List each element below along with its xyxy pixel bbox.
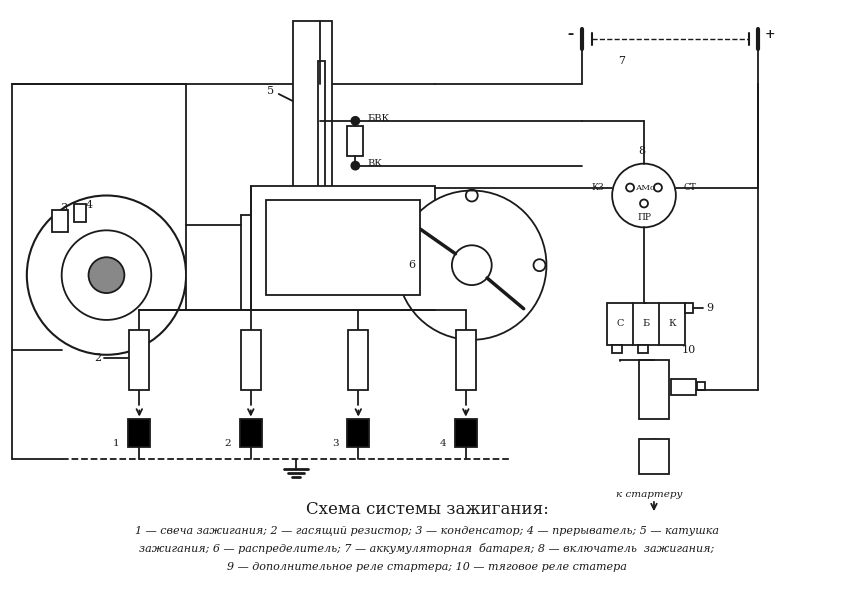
Text: +: + [764, 27, 775, 41]
Bar [670, 379, 695, 395]
Bar [347, 126, 363, 156]
Text: КЗ: КЗ [591, 183, 603, 192]
Bar [455, 420, 476, 447]
Text: 7: 7 [618, 56, 625, 66]
Bar [606, 303, 684, 345]
Bar [52, 210, 67, 232]
Text: зажигания; 6 — распределитель; 7 — аккумуляторная  батарея; 8 — включатель  зажи: зажигания; 6 — распределитель; 7 — аккум… [139, 543, 714, 554]
Text: 4: 4 [438, 439, 445, 448]
Bar [684, 303, 692, 313]
Bar [347, 420, 368, 447]
Bar [348, 330, 368, 390]
Bar [240, 420, 262, 447]
Text: 8: 8 [638, 145, 645, 156]
Text: 6: 6 [408, 260, 415, 270]
Text: 5: 5 [267, 86, 274, 96]
Text: 1: 1 [113, 439, 119, 448]
Bar [317, 61, 325, 191]
Circle shape [26, 196, 186, 355]
Text: БВК: БВК [367, 114, 389, 123]
Text: АМо: АМо [635, 183, 655, 191]
Text: К: К [667, 320, 675, 329]
Circle shape [612, 164, 675, 227]
Circle shape [89, 257, 125, 293]
Bar [128, 420, 150, 447]
Text: 2: 2 [224, 439, 230, 448]
Text: 1 — свеча зажигания; 2 — гасящий резистор; 3 — конденсатор; 4 — прерыватель; 5 —: 1 — свеча зажигания; 2 — гасящий резисто… [135, 526, 718, 536]
Text: 3: 3 [332, 439, 338, 448]
Text: ПР: ПР [636, 213, 650, 222]
Text: к стартеру: к стартеру [615, 489, 682, 499]
Bar [637, 345, 647, 353]
Bar [129, 330, 149, 390]
Circle shape [351, 117, 359, 125]
Text: СТ: СТ [683, 183, 696, 192]
Bar [293, 21, 332, 200]
Bar [638, 439, 668, 474]
Bar [265, 200, 420, 295]
Bar [456, 330, 475, 390]
Text: 2: 2 [94, 353, 102, 363]
Bar [612, 345, 621, 353]
Circle shape [397, 191, 546, 340]
Bar [73, 205, 85, 222]
Bar [638, 360, 668, 420]
Bar [186, 225, 241, 310]
Bar [241, 330, 260, 390]
Text: ВК: ВК [367, 159, 381, 168]
Bar [696, 382, 704, 390]
Text: 9 — дополнительное реле стартера; 10 — тяговое реле статера: 9 — дополнительное реле стартера; 10 — т… [227, 562, 626, 572]
Text: С: С [616, 320, 623, 329]
Circle shape [351, 162, 359, 170]
Text: 4: 4 [86, 200, 93, 210]
Text: Схема системы зажигания:: Схема системы зажигания: [305, 500, 548, 518]
Text: 3: 3 [60, 203, 67, 213]
Text: Б: Б [641, 320, 649, 329]
Bar [251, 186, 434, 310]
Text: –: – [566, 27, 572, 41]
Text: 10: 10 [681, 345, 695, 355]
Text: 9: 9 [706, 303, 713, 313]
